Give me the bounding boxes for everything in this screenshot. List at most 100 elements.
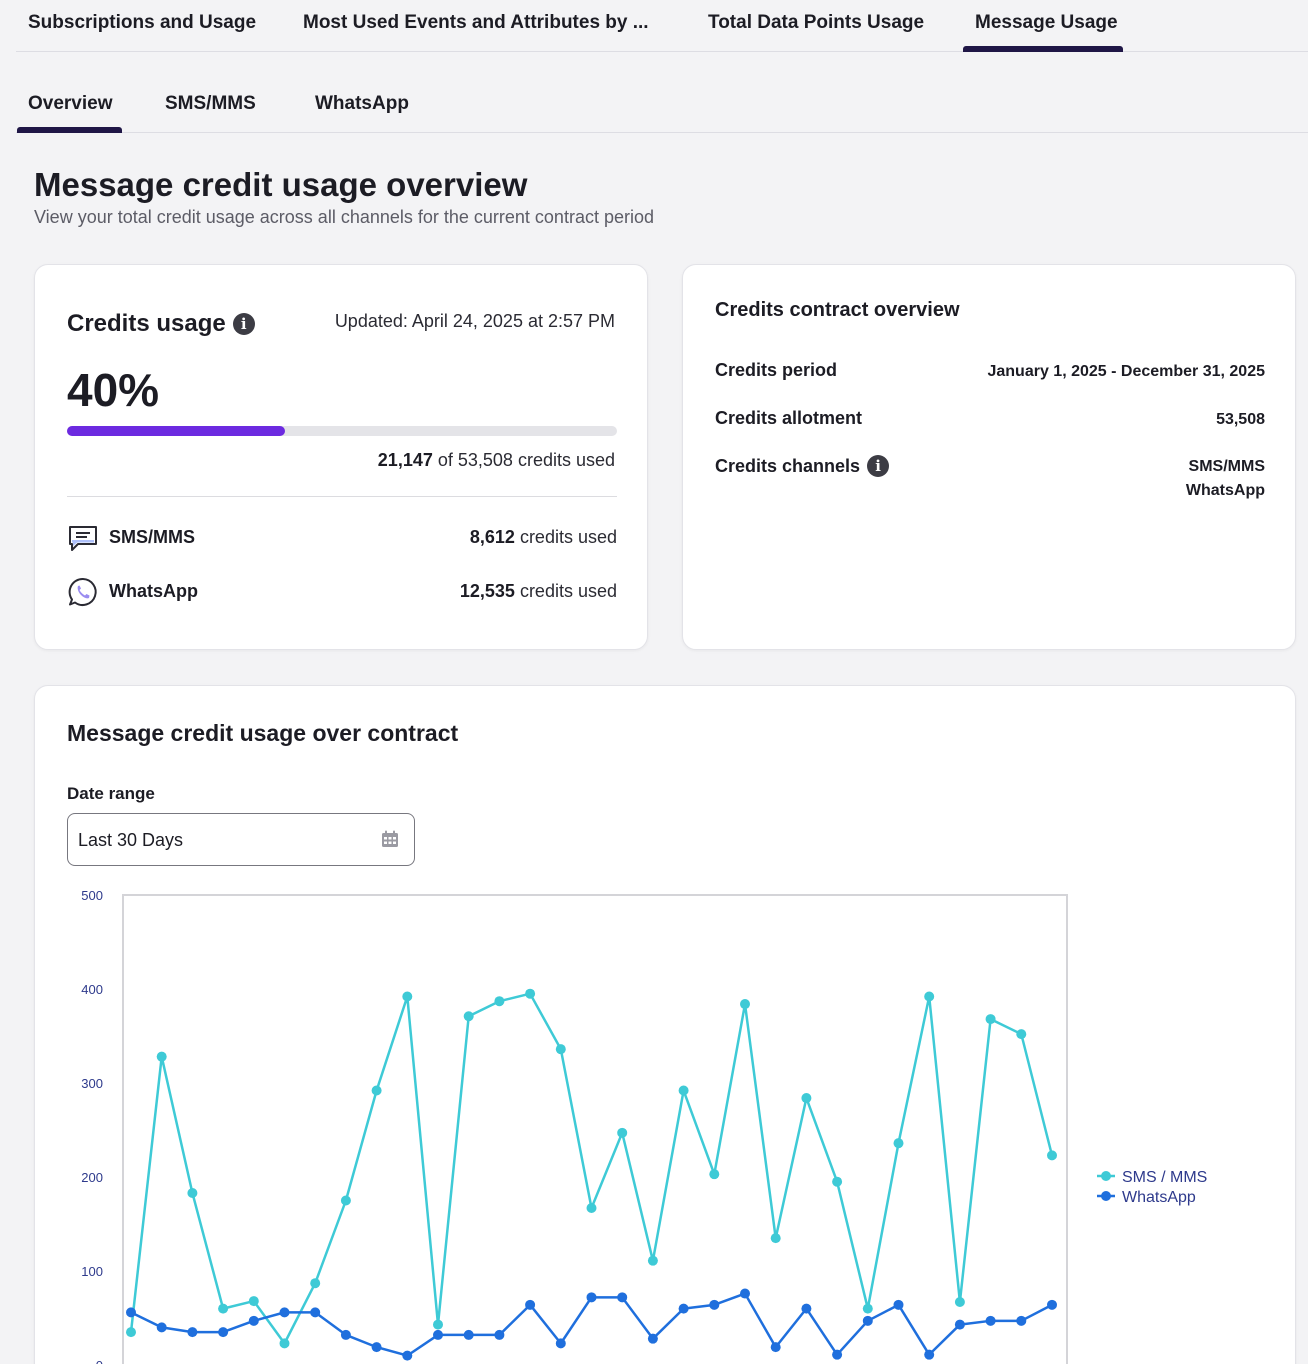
data-point-sms [740, 999, 750, 1010]
credits-allotment-value: 53,508 [1216, 411, 1265, 428]
usage-progress-fill [67, 426, 285, 436]
data-point-whatsapp [126, 1307, 136, 1318]
data-point-sms [617, 1127, 628, 1138]
date-range-input[interactable]: Last 30 Days [67, 813, 415, 866]
data-point-whatsapp [187, 1327, 198, 1338]
data-point-whatsapp [709, 1299, 720, 1310]
channel-suffix-sms: credits used [519, 527, 617, 547]
credits-used-total: 21,147 of 53,508 credits used [378, 450, 615, 471]
data-point-whatsapp [740, 1288, 750, 1299]
credits-period-label: Credits period [715, 360, 838, 380]
channel-value-sms: 8,612 credits used [470, 527, 617, 548]
data-point-sms [1047, 1150, 1057, 1161]
series-line-sms [129, 992, 1054, 1345]
data-point-sms [310, 1278, 321, 1289]
data-point-sms [647, 1255, 658, 1266]
tab-overview[interactable]: Overview [28, 93, 113, 114]
active-subtab-indicator [17, 127, 122, 133]
data-point-whatsapp [156, 1322, 167, 1333]
data-point-sms [494, 996, 505, 1007]
data-point-sms [248, 1296, 259, 1307]
data-point-sms [156, 1051, 167, 1062]
y-tick-label: 300 [81, 1076, 103, 1091]
data-point-whatsapp [218, 1327, 229, 1338]
legend-marker [1101, 1191, 1111, 1201]
data-point-whatsapp [463, 1329, 474, 1340]
data-point-sms [555, 1044, 566, 1055]
date-range-label: Date range [67, 784, 155, 803]
data-point-whatsapp [832, 1349, 843, 1360]
credits-channels-label: Credits channels i [715, 455, 890, 477]
tab-most-used-events[interactable]: Most Used Events and Attributes by ... [303, 12, 649, 33]
y-tick-label: 100 [81, 1264, 103, 1279]
credits-used-number: 21,147 [377, 450, 433, 470]
data-point-sms [402, 991, 413, 1002]
info-icon[interactable]: i [867, 455, 890, 477]
data-point-sms [709, 1169, 720, 1180]
data-point-sms [954, 1297, 965, 1308]
legend-label: SMS / MMS [1122, 1169, 1207, 1186]
data-point-whatsapp [678, 1303, 689, 1314]
usage-line-chart: 0 100 200 300 400 500 SMS / MMS WhatsApp [81, 888, 1207, 1364]
updated-timestamp: Updated: April 24, 2025 at 2:57 PM [334, 311, 615, 331]
data-point-whatsapp [862, 1315, 873, 1326]
tab-message-usage[interactable]: Message Usage [975, 12, 1118, 33]
data-point-whatsapp [985, 1315, 996, 1326]
credits-usage-title: Credits usage i [67, 310, 255, 338]
tab-total-data-points-usage[interactable]: Total Data Points Usage [708, 12, 925, 33]
credits-usage-title-text: Credits usage [67, 310, 226, 337]
data-point-whatsapp [617, 1292, 628, 1303]
data-point-sms [586, 1203, 597, 1214]
channel-label-sms: SMS/MMS [109, 527, 196, 547]
data-point-whatsapp [801, 1303, 812, 1314]
data-point-sms [801, 1093, 812, 1104]
credits-channels-label-text: Credits channels [715, 455, 861, 476]
calendar-icon[interactable] [381, 830, 399, 848]
data-point-sms [893, 1138, 904, 1149]
data-point-whatsapp [1016, 1315, 1027, 1326]
credits-channels-values: SMS/MMS WhatsApp [1186, 455, 1265, 503]
data-point-whatsapp [1047, 1299, 1057, 1310]
data-point-whatsapp [525, 1299, 536, 1310]
data-point-sms [433, 1319, 443, 1330]
data-point-whatsapp [433, 1329, 443, 1340]
data-point-sms [463, 1011, 474, 1022]
legend-marker [1101, 1171, 1111, 1181]
whatsapp-icon [68, 577, 97, 606]
data-point-sms [340, 1195, 351, 1206]
credits-usage-card: Credits usage i Updated: April 24, 2025 … [34, 264, 648, 650]
data-point-sms [678, 1085, 689, 1096]
sub-tab-bar: Overview SMS/MMS WhatsApp [16, 76, 1308, 133]
credits-allotment-label: Credits allotment [715, 408, 863, 428]
data-point-sms [862, 1303, 873, 1314]
channel-label-whatsapp: WhatsApp [109, 581, 198, 601]
data-point-whatsapp [555, 1338, 566, 1349]
data-point-whatsapp [279, 1307, 290, 1318]
data-point-sms [1016, 1029, 1027, 1040]
data-point-whatsapp [494, 1329, 505, 1340]
usage-progress-bar [67, 426, 617, 436]
data-point-whatsapp [924, 1349, 935, 1360]
contract-overview-card: Credits contract overview Credits period… [682, 264, 1296, 650]
channel-row-sms: SMS/MMS 8,612 credits used [67, 522, 617, 556]
credits-channel-whatsapp: WhatsApp [1185, 482, 1265, 499]
tab-sms-mms[interactable]: SMS/MMS [165, 93, 256, 114]
y-tick-label: 200 [81, 1170, 103, 1185]
data-point-whatsapp [586, 1292, 597, 1303]
credits-period-value: January 1, 2025 - December 31, 2025 [987, 363, 1265, 380]
data-point-whatsapp [248, 1315, 259, 1326]
data-point-sms [832, 1176, 843, 1187]
date-range-value: Last 30 Days [78, 830, 184, 850]
data-point-whatsapp [893, 1299, 904, 1310]
info-icon[interactable]: i [232, 313, 255, 335]
top-tab-bar: Subscriptions and Usage Most Used Events… [16, 0, 1308, 52]
tab-subscriptions-and-usage[interactable]: Subscriptions and Usage [28, 12, 257, 33]
legend-label: WhatsApp [1122, 1189, 1196, 1206]
page-subtitle: View your total credit usage across all … [34, 207, 654, 227]
channel-value-whatsapp: 12,535 credits used [460, 581, 617, 602]
credits-channel-sms: SMS/MMS [1188, 458, 1265, 475]
data-point-whatsapp [371, 1342, 382, 1353]
data-point-whatsapp [310, 1307, 321, 1318]
divider [67, 496, 617, 497]
tab-whatsapp[interactable]: WhatsApp [315, 93, 409, 114]
